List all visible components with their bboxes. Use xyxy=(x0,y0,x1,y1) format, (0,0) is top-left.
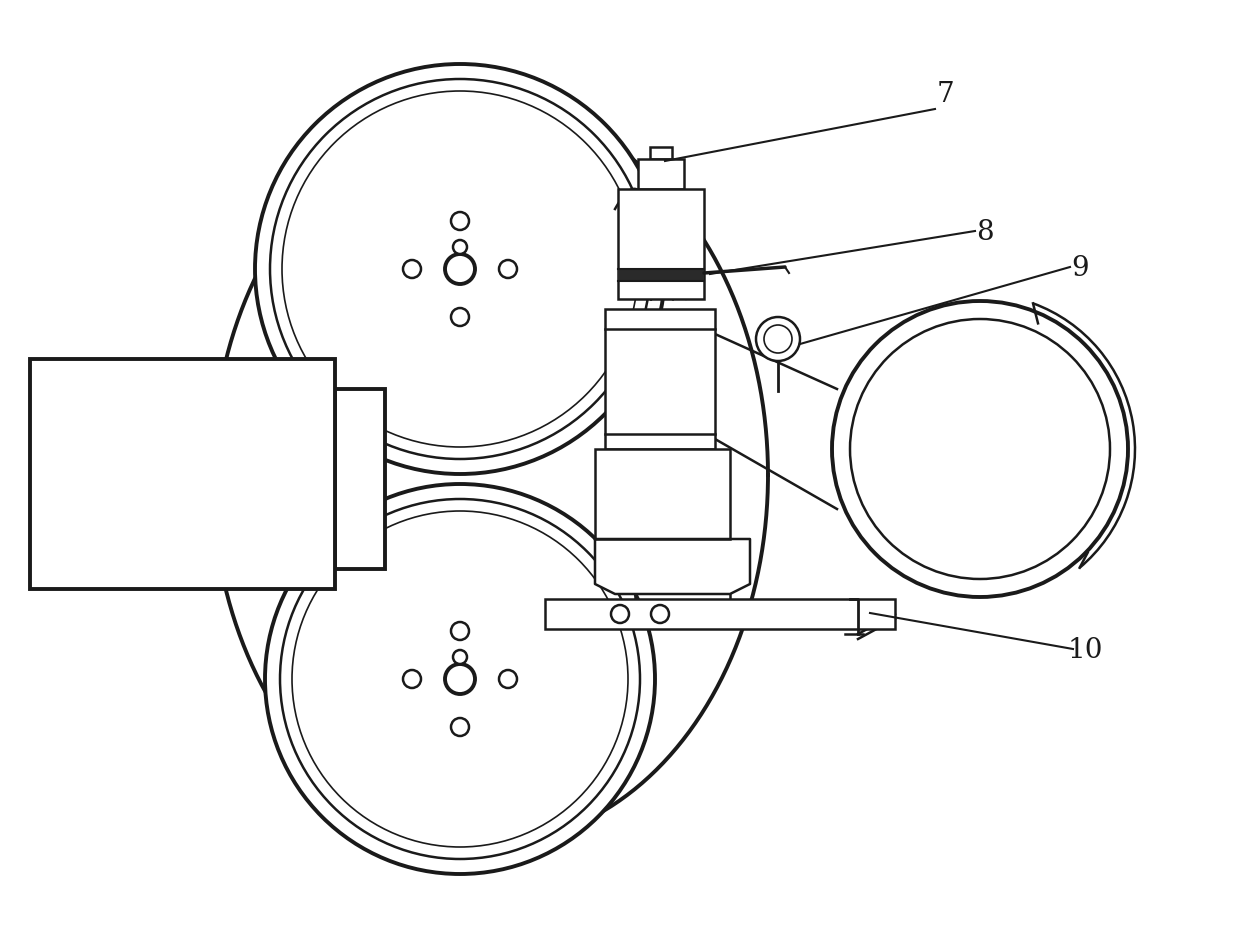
Circle shape xyxy=(270,80,650,460)
Circle shape xyxy=(453,650,467,664)
Circle shape xyxy=(756,318,800,362)
Circle shape xyxy=(281,92,639,447)
Polygon shape xyxy=(595,540,750,594)
Bar xyxy=(605,309,715,449)
Text: 7: 7 xyxy=(936,82,954,109)
Bar xyxy=(546,600,895,629)
Text: 10: 10 xyxy=(1068,636,1102,663)
Circle shape xyxy=(498,670,517,688)
Polygon shape xyxy=(212,108,768,843)
Bar xyxy=(639,160,684,189)
Circle shape xyxy=(291,511,627,847)
Circle shape xyxy=(255,65,665,474)
Text: 8: 8 xyxy=(976,218,993,246)
Circle shape xyxy=(403,261,422,279)
Circle shape xyxy=(280,500,640,859)
Circle shape xyxy=(451,213,469,230)
Bar xyxy=(335,389,384,569)
Circle shape xyxy=(611,605,629,624)
Circle shape xyxy=(451,718,469,736)
Circle shape xyxy=(451,623,469,641)
Circle shape xyxy=(498,261,517,279)
Circle shape xyxy=(445,664,475,694)
Bar xyxy=(30,360,335,589)
Bar xyxy=(618,269,704,282)
Circle shape xyxy=(403,670,422,688)
Circle shape xyxy=(265,485,655,874)
Circle shape xyxy=(832,302,1128,597)
Circle shape xyxy=(445,255,475,285)
Bar xyxy=(595,449,730,540)
Circle shape xyxy=(451,308,469,327)
Circle shape xyxy=(651,605,670,624)
Circle shape xyxy=(453,241,467,255)
Text: 9: 9 xyxy=(1071,254,1089,281)
Circle shape xyxy=(764,326,792,353)
Bar xyxy=(650,148,672,160)
Circle shape xyxy=(849,320,1110,580)
Bar xyxy=(618,189,704,300)
